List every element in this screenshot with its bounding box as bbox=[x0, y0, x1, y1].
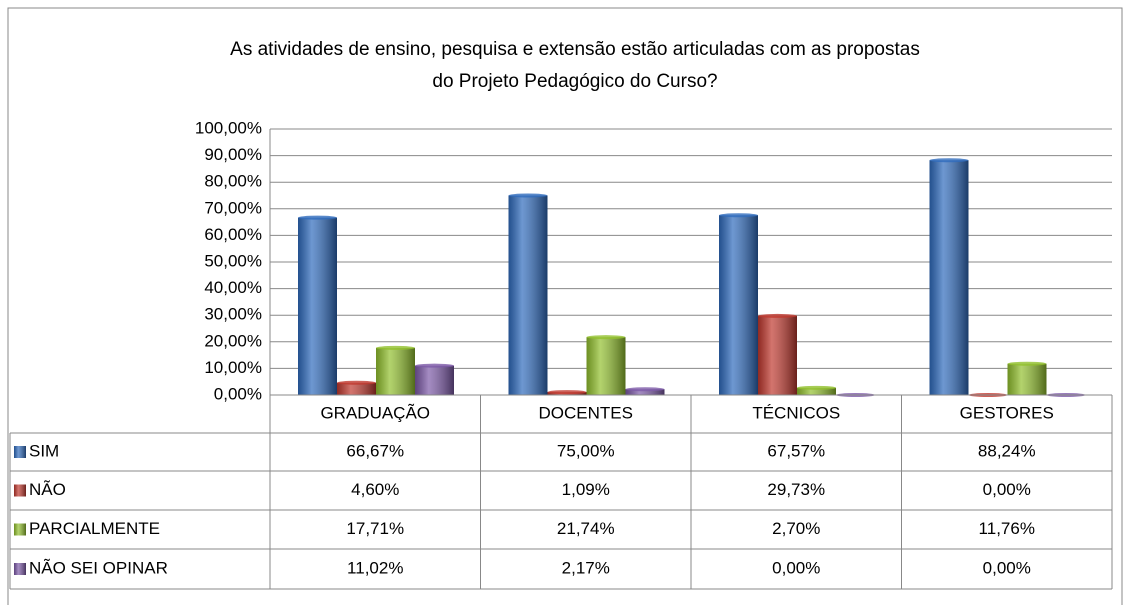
legend-label: PARCIALMENTE bbox=[29, 519, 160, 538]
legend-swatch-shade bbox=[14, 484, 26, 497]
table-value: 0,00% bbox=[983, 558, 1031, 577]
bar-shade bbox=[376, 347, 415, 395]
legend-swatch-shade bbox=[14, 563, 26, 575]
x-tick-label: GESTORES bbox=[960, 403, 1054, 422]
bar-top bbox=[586, 335, 626, 340]
table-value: 17,71% bbox=[346, 519, 404, 538]
legend-label: NÃO bbox=[29, 480, 66, 499]
bar-top bbox=[625, 387, 665, 392]
table-value: 4,60% bbox=[351, 480, 399, 499]
table-value: 0,00% bbox=[983, 480, 1031, 499]
bar-top bbox=[298, 215, 337, 220]
chart-title: As atividades de ensino, pesquisa e exte… bbox=[230, 39, 920, 60]
bar-shade bbox=[508, 195, 548, 395]
table-value: 67,57% bbox=[767, 441, 825, 460]
bar-shade bbox=[415, 365, 454, 395]
bar-top bbox=[797, 385, 836, 390]
y-tick-label: 80,00% bbox=[204, 172, 262, 191]
y-tick-label: 100,00% bbox=[195, 118, 262, 137]
bar-top bbox=[337, 380, 376, 385]
legend-label: NÃO SEI OPINAR bbox=[29, 558, 168, 577]
bar-top bbox=[758, 313, 797, 318]
bar-shade bbox=[797, 387, 836, 395]
bar-shade bbox=[298, 217, 337, 395]
table-value: 2,70% bbox=[772, 519, 820, 538]
table-value: 2,17% bbox=[562, 558, 610, 577]
y-tick-label: 60,00% bbox=[204, 225, 262, 244]
bar-shade bbox=[586, 337, 626, 395]
table-value: 21,74% bbox=[557, 519, 615, 538]
bar-shade bbox=[758, 315, 797, 395]
bar-top bbox=[376, 345, 415, 350]
y-tick-label: 90,00% bbox=[204, 145, 262, 164]
x-tick-label: TÉCNICOS bbox=[752, 403, 840, 422]
x-tick-label: GRADUAÇÃO bbox=[320, 403, 430, 422]
y-tick-label: 70,00% bbox=[204, 198, 262, 217]
table-value: 88,24% bbox=[978, 441, 1036, 460]
x-tick-label: DOCENTES bbox=[539, 403, 633, 422]
chart-title: do Projeto Pedagógico do Curso? bbox=[432, 71, 717, 92]
y-tick-label: 0,00% bbox=[214, 384, 262, 403]
bar-shade bbox=[337, 382, 376, 395]
y-tick-label: 30,00% bbox=[204, 305, 262, 324]
bar-top bbox=[719, 213, 758, 218]
y-tick-label: 50,00% bbox=[204, 251, 262, 270]
bar-top bbox=[508, 193, 548, 198]
bar-top bbox=[415, 363, 454, 368]
legend-swatch-shade bbox=[14, 446, 26, 458]
bar-shade bbox=[1007, 363, 1047, 395]
table-value: 75,00% bbox=[557, 441, 615, 460]
y-tick-label: 10,00% bbox=[204, 358, 262, 377]
legend-swatch-shade bbox=[14, 523, 26, 536]
table-value: 0,00% bbox=[772, 558, 820, 577]
table-value: 66,67% bbox=[346, 441, 404, 460]
legend-label: SIM bbox=[29, 441, 59, 460]
table-value: 29,73% bbox=[767, 480, 825, 499]
table-value: 11,76% bbox=[979, 519, 1035, 538]
y-tick-label: 40,00% bbox=[204, 278, 262, 297]
bar-top bbox=[929, 158, 969, 163]
y-tick-label: 20,00% bbox=[204, 331, 262, 350]
bar-shade bbox=[719, 215, 758, 395]
bar-shade bbox=[929, 160, 969, 395]
bar-shade bbox=[625, 389, 665, 395]
table-value: 11,02% bbox=[347, 558, 403, 577]
bar-top bbox=[547, 390, 587, 395]
table-value: 1,09% bbox=[562, 480, 610, 499]
chart-border bbox=[7, 7, 1123, 605]
bar-top bbox=[1007, 361, 1047, 366]
